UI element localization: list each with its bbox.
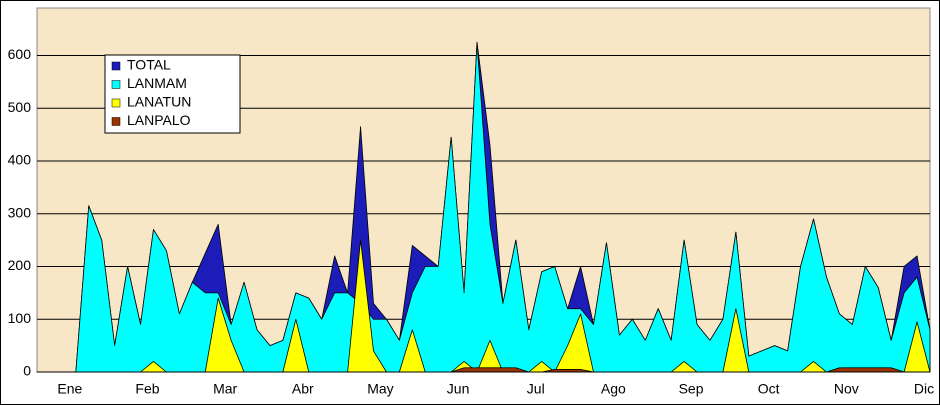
y-tick-label: 100	[8, 310, 32, 326]
x-tick-label: Jul	[527, 381, 545, 397]
x-tick-label: May	[367, 381, 393, 397]
x-tick-label: Ago	[601, 381, 626, 397]
y-tick-label: 0	[23, 363, 31, 379]
legend-box	[104, 54, 241, 134]
legend-label: LANATUN	[127, 94, 191, 110]
legend-swatch	[111, 80, 121, 89]
y-tick-label: 400	[8, 152, 32, 168]
x-tick-label: Ene	[57, 381, 82, 397]
legend-label: LANPALO	[127, 112, 191, 128]
legend-swatch	[111, 61, 121, 71]
legend-label: LANMAM	[127, 75, 187, 91]
x-tick-label: Oct	[758, 381, 780, 397]
x-tick-label: Nov	[834, 381, 859, 397]
x-tick-label: Abr	[292, 381, 314, 397]
legend-swatch	[111, 98, 121, 108]
x-tick-label: Mar	[213, 381, 237, 397]
x-tick-label: Jun	[447, 381, 470, 397]
area	[36, 41, 931, 373]
legend-label: TOTAL	[127, 57, 171, 73]
x-tick-label: Dic	[914, 381, 934, 397]
y-tick-label: 200	[8, 257, 32, 273]
y-tick-label: 600	[8, 46, 32, 62]
y-tick-label: 300	[8, 204, 32, 220]
x-tick-label: Feb	[135, 381, 159, 397]
y-tick-label: 500	[8, 99, 32, 115]
x-tick-label: Sep	[679, 381, 704, 397]
legend-swatch	[111, 117, 121, 126]
